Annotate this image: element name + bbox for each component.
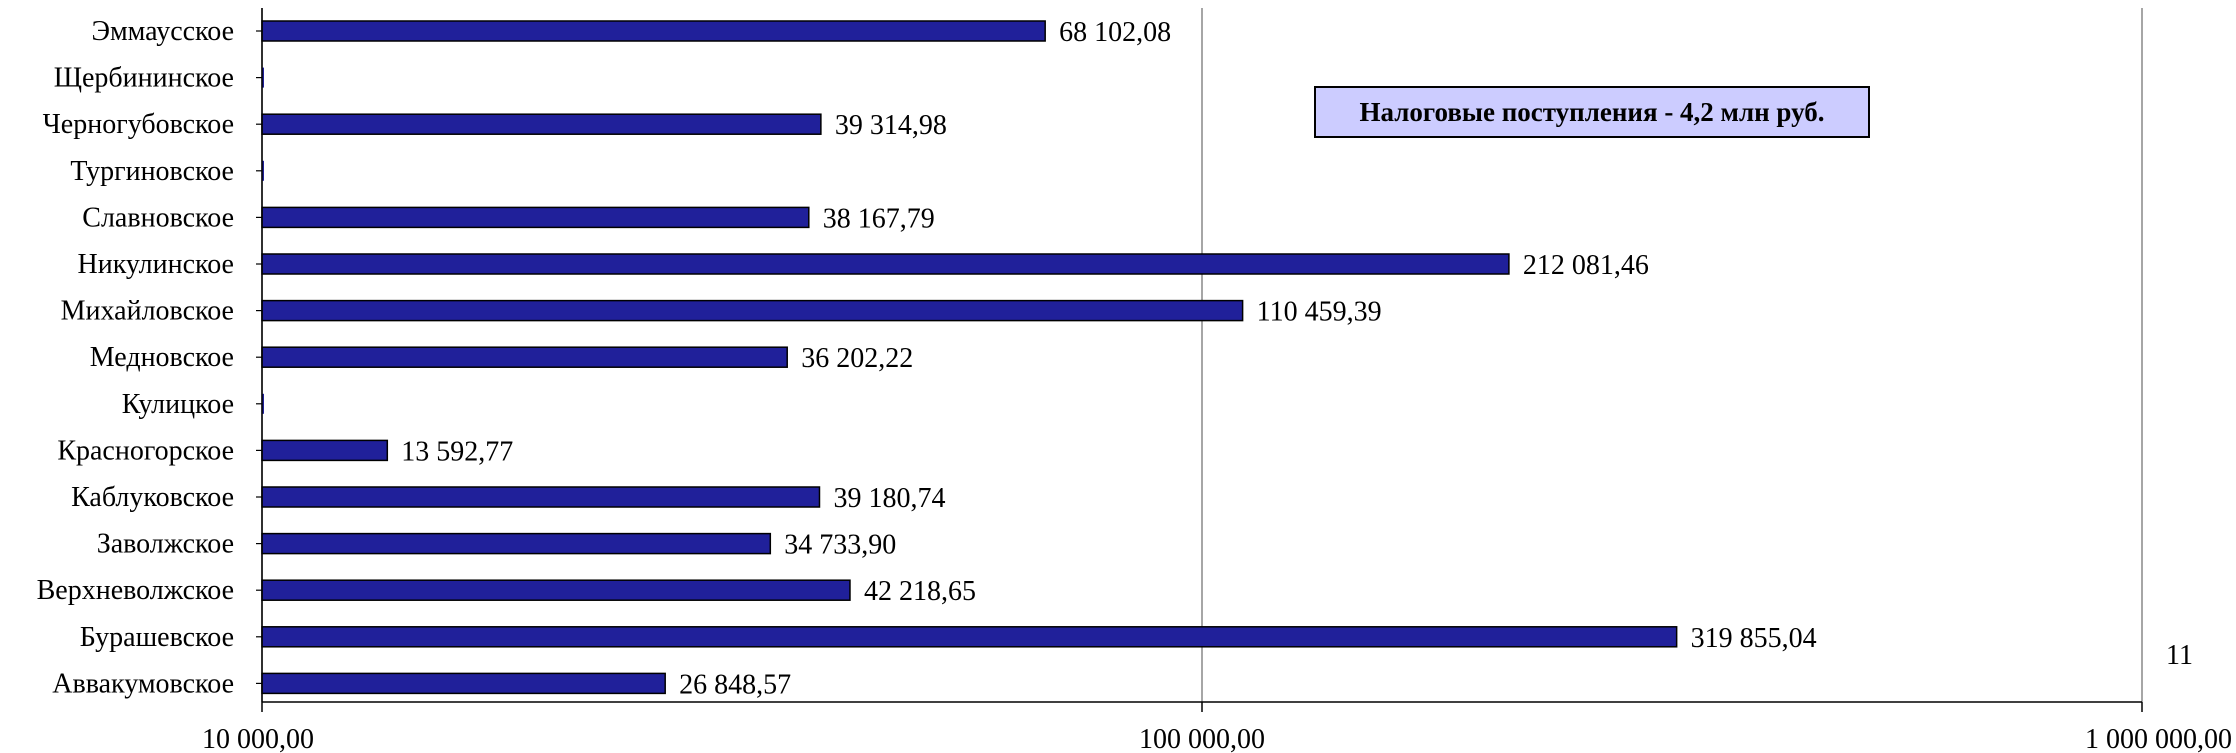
data-label: 212 081,46 xyxy=(1523,250,1649,281)
data-labels: 68 102,08 39 314,98 38 167,79 212 081,46 110… xyxy=(401,17,1816,700)
data-label: 13 592,77 xyxy=(401,436,513,467)
data-label: 42 218,65 xyxy=(864,576,976,607)
category-label: Кулицкое xyxy=(122,389,234,420)
data-label: 36 202,22 xyxy=(801,343,913,374)
bar xyxy=(261,113,822,135)
bars xyxy=(261,20,1678,695)
category-labels: Эммаусское Щербининское Черногубовское Тург… xyxy=(37,16,234,699)
page-number: 11 xyxy=(2166,640,2193,671)
category-label: Славновское xyxy=(82,202,234,233)
bar xyxy=(261,20,1046,42)
category-label: Аввакумовское xyxy=(52,668,234,699)
bar xyxy=(261,672,666,695)
category-label: Верхневолжское xyxy=(37,575,234,606)
bar xyxy=(261,486,821,508)
total-annotation-box: Налоговые поступления - 4,2 млн руб. xyxy=(1314,86,1870,138)
category-label: Михайловское xyxy=(61,296,234,327)
category-label: Медновское xyxy=(90,342,234,373)
bar xyxy=(261,579,851,601)
data-label: 39 180,74 xyxy=(833,483,945,514)
category-label: Заволжское xyxy=(97,529,234,560)
bar xyxy=(261,253,1510,275)
bar-empty xyxy=(262,160,264,181)
bar xyxy=(261,299,1244,322)
bar xyxy=(261,439,389,462)
category-label: Красногорское xyxy=(57,435,234,466)
category-label: Щербининское xyxy=(54,63,234,94)
category-label: Бурашевское xyxy=(80,622,234,653)
data-label: 26 848,57 xyxy=(679,669,791,700)
category-label: Каблуковское xyxy=(71,482,234,513)
bar xyxy=(261,346,788,368)
data-label: 319 855,04 xyxy=(1691,623,1817,654)
data-label: 110 459,39 xyxy=(1257,297,1382,328)
data-label: 68 102,08 xyxy=(1059,17,1171,48)
data-label: 34 733,90 xyxy=(784,530,896,561)
category-label: Тургиновское xyxy=(70,156,234,187)
data-label: 38 167,79 xyxy=(823,203,935,234)
data-label: 39 314,98 xyxy=(835,110,947,141)
category-label: Черногубовское xyxy=(43,109,234,140)
bar xyxy=(261,532,772,555)
bar xyxy=(261,626,1678,648)
x-axis: 10 000,00 100 000,00 1 000 000,00 xyxy=(202,8,2232,753)
bar xyxy=(261,206,810,229)
category-label: Никулинское xyxy=(77,249,234,280)
category-label: Эммаусское xyxy=(91,16,234,47)
total-annotation-text: Налоговые поступления - 4,2 млн руб. xyxy=(1359,96,1825,127)
x-tick-label: 1 000 000,00 xyxy=(2085,724,2232,753)
bar-empty xyxy=(262,393,264,414)
bar-empty xyxy=(262,67,264,88)
x-tick-label: 10 000,00 xyxy=(202,724,314,753)
x-tick-label: 100 000,00 xyxy=(1139,724,1265,753)
